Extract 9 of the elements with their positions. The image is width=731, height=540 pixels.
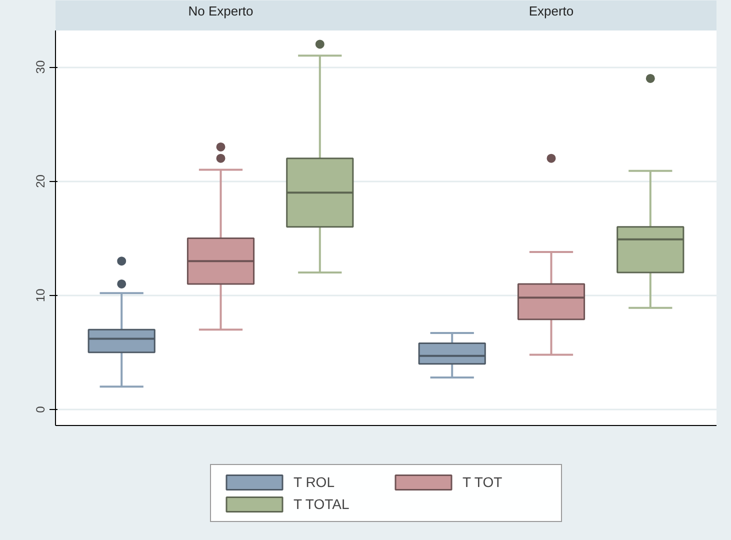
y-tick-label: 20	[34, 174, 48, 188]
x-tick-label: Experto	[528, 4, 574, 18]
y-tick-label: 10	[34, 288, 48, 302]
y-tick-label: 30	[34, 60, 48, 74]
y-tick-label: 0	[34, 406, 48, 413]
legend-label: T ROL	[294, 474, 336, 490]
legend-label: T TOTAL	[294, 496, 350, 512]
legend-label: T TOT	[462, 474, 504, 490]
x-tick-label: No Experto	[188, 4, 254, 18]
